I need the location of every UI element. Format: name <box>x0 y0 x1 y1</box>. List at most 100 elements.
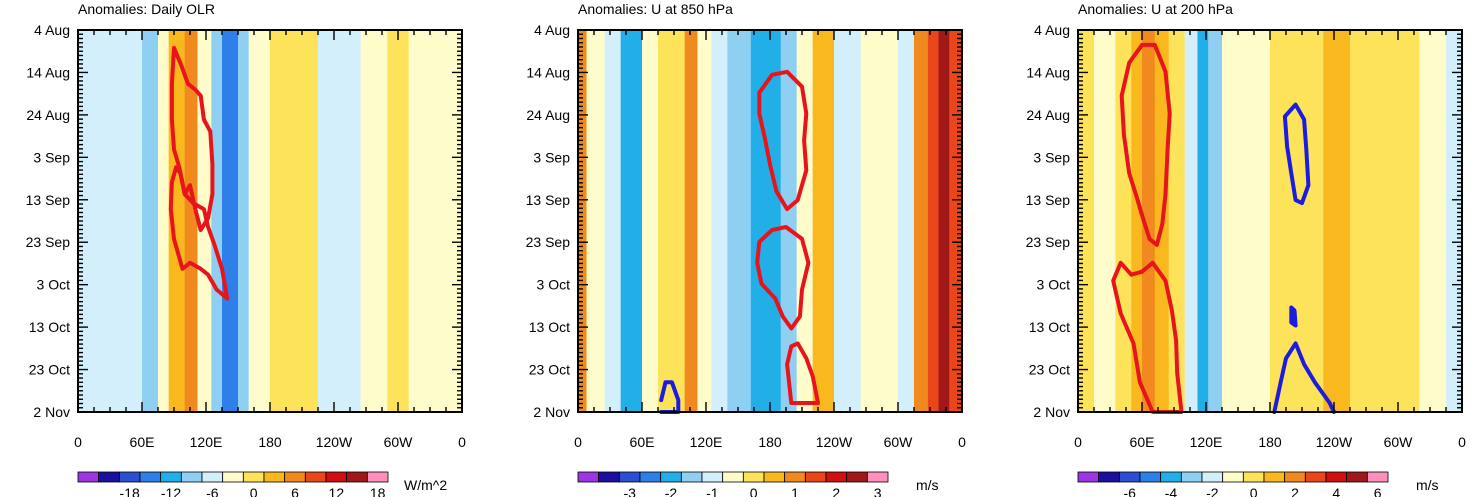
colorbar-swatch <box>98 471 120 483</box>
heat-band <box>1387 30 1420 412</box>
negative-contour <box>1282 102 1311 206</box>
heat-band <box>604 30 622 412</box>
y-tick-label: 24 Aug <box>526 107 570 123</box>
x-tick-label: 60W <box>884 434 914 450</box>
colorbar-label: -2 <box>665 485 678 497</box>
positive-contour <box>169 45 215 232</box>
colorbar-units: W/m^2 <box>404 477 447 493</box>
time-axis: 4 Aug 14 Aug 24 Aug 3 Sep 13 Sep 23 Sep 3 Oct 1… <box>1026 22 1462 420</box>
colorbar: -3 -2 -1 0 1 2 3 <box>577 471 889 497</box>
x-tick-label: 120W <box>316 434 353 450</box>
heat-band <box>1254 30 1271 412</box>
heat-band <box>360 30 388 412</box>
heat-band <box>860 30 899 412</box>
y-tick-label: 23 Sep <box>1026 234 1071 250</box>
heat-band <box>927 30 940 412</box>
colorbar-label: 2 <box>832 485 840 497</box>
x-tick-label: 60E <box>630 434 655 450</box>
colorbar-label: -1 <box>706 485 719 497</box>
colorbar-label: -3 <box>623 485 636 497</box>
y-tick-label: 13 Oct <box>29 319 70 335</box>
heat-band <box>727 30 752 412</box>
x-tick-label: 0 <box>74 434 82 450</box>
y-tick-label: 14 Aug <box>526 64 570 80</box>
longitude-axis: 0 60E 120E 180 120W 60W 0 <box>574 30 966 450</box>
heat-band <box>1235 30 1255 412</box>
x-tick-label: 60E <box>1130 434 1155 450</box>
heat-band <box>586 30 606 412</box>
colorbar-label: 6 <box>1374 485 1382 497</box>
y-tick-label: 14 Aug <box>26 64 70 80</box>
colorbar-swatch <box>1346 471 1368 483</box>
colorbar-units: m/s <box>1416 477 1439 493</box>
time-axis: 4 Aug 14 Aug 24 Aug 3 Sep 13 Sep 23 Sep 3 Oct 1… <box>526 22 962 420</box>
colorbar: -18 -12 -6 0 6 12 18 <box>77 471 389 497</box>
x-tick-label: 0 <box>574 434 582 450</box>
colorbar-swatch <box>577 471 600 483</box>
y-tick-label: 13 Sep <box>1026 192 1071 208</box>
panel-olr: Anomalies: Daily OLR 4 Aug 14 Aug 24 Aug 3 … <box>26 1 466 497</box>
colorbar-swatch <box>722 471 744 483</box>
colorbar-swatch <box>1284 471 1306 483</box>
y-tick-label: 13 Sep <box>526 192 571 208</box>
y-tick-label: 2 Nov <box>33 404 70 420</box>
heat-band <box>184 30 199 412</box>
colorbar-label: 12 <box>329 485 345 497</box>
heat-band <box>1350 30 1388 412</box>
colorbar-swatch <box>1304 471 1327 483</box>
x-tick-label: 60W <box>384 434 414 450</box>
colorbar-swatch <box>618 471 641 483</box>
colorbar-label: 6 <box>291 485 299 497</box>
heat-band <box>248 30 271 412</box>
heat-band <box>1094 30 1116 412</box>
colorbar-label: -12 <box>161 485 181 497</box>
colorbar-swatch <box>1077 471 1100 483</box>
colorbar-swatch <box>1098 471 1120 483</box>
y-tick-label: 3 Oct <box>1037 277 1071 293</box>
heat-band <box>1446 30 1463 412</box>
colorbar-label: 0 <box>1250 485 1258 497</box>
panel-title: Anomalies: Daily OLR <box>78 1 215 17</box>
heat-band <box>1184 30 1199 412</box>
heat-band <box>658 30 686 412</box>
colorbar-label: -4 <box>1165 485 1178 497</box>
colorbar-swatch <box>180 471 203 483</box>
time-axis: 4 Aug 14 Aug 24 Aug 3 Sep 13 Sep 23 Sep 3 Oct 1… <box>26 22 462 420</box>
longitude-axis: 0 60E 120E 180 120W 60W 0 <box>1074 30 1466 450</box>
y-tick-label: 2 Nov <box>1033 404 1070 420</box>
x-tick-label: 120E <box>1190 434 1223 450</box>
positive-contour <box>785 341 820 405</box>
colorbar-label: -6 <box>1123 485 1136 497</box>
colorbar-label: 18 <box>370 485 386 497</box>
colorbar-swatch <box>680 471 703 483</box>
colorbar-swatch <box>139 471 162 483</box>
heat-band <box>898 30 915 412</box>
heat-band <box>408 30 431 412</box>
heat-band <box>1208 30 1223 412</box>
y-tick-label: 3 Oct <box>537 277 571 293</box>
colorbar-swatch <box>118 471 141 483</box>
heat-band <box>711 30 728 412</box>
negative-contour <box>1289 305 1298 328</box>
positive-contour <box>1119 42 1172 247</box>
heat-band <box>1115 30 1132 412</box>
heat-band <box>1222 30 1237 412</box>
colorbar-swatch <box>222 471 244 483</box>
colorbar-swatch <box>825 471 848 483</box>
colorbar-label: -18 <box>120 485 140 497</box>
heat-band <box>1270 30 1324 412</box>
colorbar: -6 -4 -2 0 2 4 6 <box>1077 471 1389 497</box>
colorbar-label: 3 <box>874 485 882 497</box>
y-tick-label: 3 Sep <box>1033 149 1070 165</box>
colorbar-swatch <box>866 471 889 483</box>
heat-band <box>1142 30 1156 412</box>
colorbar-swatch <box>242 471 265 483</box>
x-tick-label: 0 <box>458 434 466 450</box>
x-tick-label: 180 <box>758 434 782 450</box>
y-tick-label: 13 Oct <box>529 319 570 335</box>
y-tick-label: 23 Sep <box>26 234 71 250</box>
positive-contour <box>168 165 230 301</box>
heat-band <box>1419 30 1447 412</box>
colorbar-swatch <box>1263 471 1286 483</box>
